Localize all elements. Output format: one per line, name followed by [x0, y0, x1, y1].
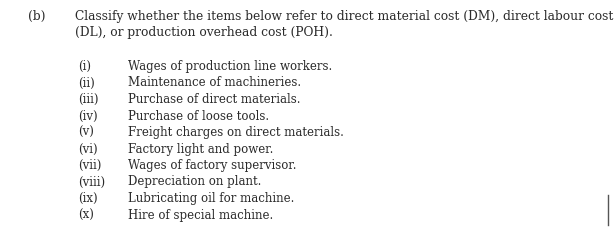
Text: Wages of factory supervisor.: Wages of factory supervisor.: [128, 159, 297, 172]
Text: (i): (i): [78, 60, 91, 73]
Text: (DL), or production overhead cost (POH).: (DL), or production overhead cost (POH).: [75, 26, 333, 39]
Text: (iv): (iv): [78, 109, 98, 123]
Text: Lubricating oil for machine.: Lubricating oil for machine.: [128, 192, 294, 205]
Text: (b): (b): [28, 10, 45, 23]
Text: Depreciation on plant.: Depreciation on plant.: [128, 175, 262, 188]
Text: (vi): (vi): [78, 142, 98, 155]
Text: (ix): (ix): [78, 192, 98, 205]
Text: (ii): (ii): [78, 76, 95, 90]
Text: Wages of production line workers.: Wages of production line workers.: [128, 60, 332, 73]
Text: Classify whether the items below refer to direct material cost (DM), direct labo: Classify whether the items below refer t…: [75, 10, 613, 23]
Text: (vii): (vii): [78, 159, 101, 172]
Text: (viii): (viii): [78, 175, 105, 188]
Text: (iii): (iii): [78, 93, 98, 106]
Text: Freight charges on direct materials.: Freight charges on direct materials.: [128, 126, 344, 139]
Text: Hire of special machine.: Hire of special machine.: [128, 208, 273, 221]
Text: Purchase of loose tools.: Purchase of loose tools.: [128, 109, 269, 123]
Text: Purchase of direct materials.: Purchase of direct materials.: [128, 93, 300, 106]
Text: Factory light and power.: Factory light and power.: [128, 142, 273, 155]
Text: (x): (x): [78, 208, 94, 221]
Text: Maintenance of machineries.: Maintenance of machineries.: [128, 76, 301, 90]
Text: (v): (v): [78, 126, 94, 139]
